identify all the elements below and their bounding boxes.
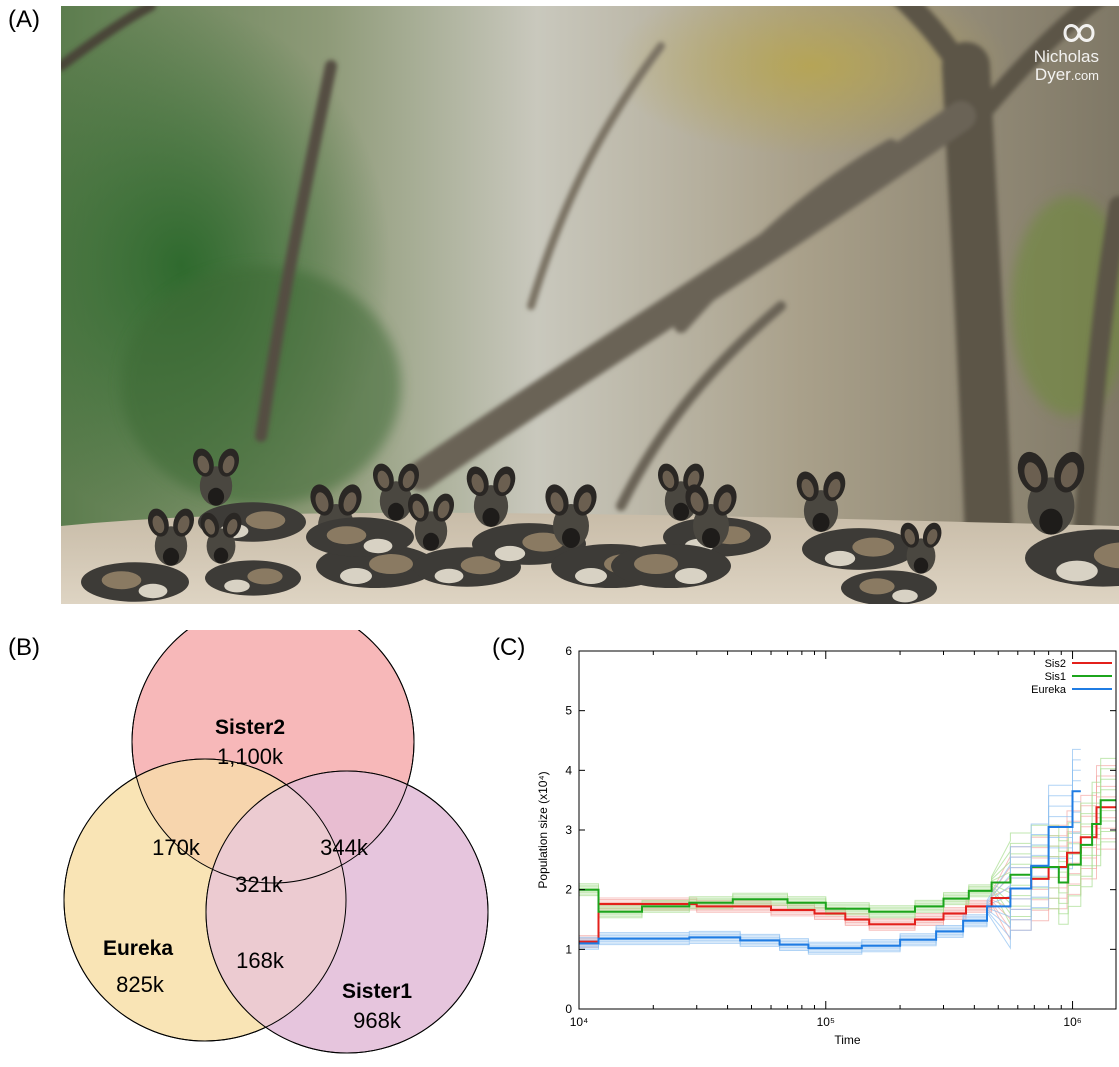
bootstrap-line-eureka <box>579 769 1081 946</box>
y-tick-label: 2 <box>565 883 572 897</box>
series-line-sis1 <box>579 799 1116 913</box>
legend-label-sis1: Sis1 <box>1045 671 1066 683</box>
wild-dog <box>1017 451 1119 587</box>
bootstrap-line-sis1 <box>579 778 1116 910</box>
venn-label-sister2: Sister2 <box>215 716 285 739</box>
y-tick-label: 5 <box>565 704 572 718</box>
bootstrap-line-sis1 <box>579 841 1116 925</box>
wild-dog <box>192 448 306 542</box>
bootstrap-line-eureka <box>579 748 1081 943</box>
y-tick-label: 1 <box>565 942 572 956</box>
venn-value-sister1: 968k <box>353 1008 402 1033</box>
venn-value-sister2: 1,100k <box>217 744 284 769</box>
series-line-sis2 <box>579 806 1116 943</box>
x-tick-label: 10⁴ <box>570 1015 589 1029</box>
bootstrap-line-sis2 <box>579 838 1116 947</box>
venn-label-sister1: Sister1 <box>342 980 412 1003</box>
wild-dog <box>306 463 420 557</box>
venn-value-all-three: 321k <box>235 872 284 897</box>
bootstrap-line-sis1 <box>579 789 1116 911</box>
bootstrap-line-eureka <box>579 759 1081 945</box>
y-tick-label: 3 <box>565 823 572 837</box>
bootstrap-line-eureka <box>579 790 1081 949</box>
y-tick-label: 4 <box>565 763 572 777</box>
bootstrap-line-sis2 <box>579 785 1116 940</box>
x-axis-label: Time <box>834 1033 861 1047</box>
bootstrap-line-eureka <box>579 822 1081 954</box>
bootstrap-line-sis1 <box>579 757 1116 907</box>
photo-scene <box>61 6 1119 604</box>
plot-frame <box>578 650 1117 1010</box>
legend-label-eureka: Eureka <box>1031 684 1067 696</box>
wild-dog <box>841 522 942 604</box>
legend-label-sis2: Sis2 <box>1045 658 1066 670</box>
watermark: Nicholas Dyer.com <box>1034 18 1099 85</box>
venn-value-eureka-sister1: 168k <box>236 948 285 973</box>
x-tick-label: 10⁶ <box>1063 1015 1081 1029</box>
wild-dog <box>81 508 195 602</box>
venn-value-sister2-sister1: 344k <box>320 835 369 860</box>
infinity-logo-icon <box>1063 24 1095 42</box>
bootstrap-line-sis1 <box>579 799 1116 913</box>
y-axis-label: Population size (x10⁴) <box>536 771 550 888</box>
panel-label-c: (C) <box>492 634 526 661</box>
venn-diagram: Sister2 1,100k Eureka 825k Sister1 968k … <box>63 630 489 1054</box>
bootstrap-line-eureka <box>579 801 1081 951</box>
panel-label-a: (A) <box>8 6 40 33</box>
venn-label-eureka: Eureka <box>103 937 173 960</box>
series-line-eureka <box>579 790 1081 950</box>
wild-dog <box>796 471 916 570</box>
venn-value-eureka: 825k <box>116 972 165 997</box>
watermark-surname: Dyer <box>1034 65 1071 84</box>
bootstrap-line-eureka <box>579 832 1081 955</box>
x-tick-label: 10⁵ <box>817 1015 835 1029</box>
bootstrap-line-eureka <box>579 780 1081 948</box>
wild-dogs-photo: Nicholas Dyer.com <box>61 6 1119 604</box>
panel-label-b: (B) <box>8 634 40 661</box>
watermark-name: Nicholas <box>1033 47 1099 66</box>
watermark-suffix: .com <box>1070 68 1099 83</box>
bootstrap-line-eureka <box>579 811 1081 952</box>
y-tick-label: 6 <box>565 644 572 658</box>
venn-value-sister2-eureka: 170k <box>152 835 201 860</box>
wild-dog <box>200 512 301 596</box>
y-tick-label: 0 <box>565 1002 572 1016</box>
wild-dog <box>611 484 737 588</box>
wild-dog <box>466 466 586 565</box>
